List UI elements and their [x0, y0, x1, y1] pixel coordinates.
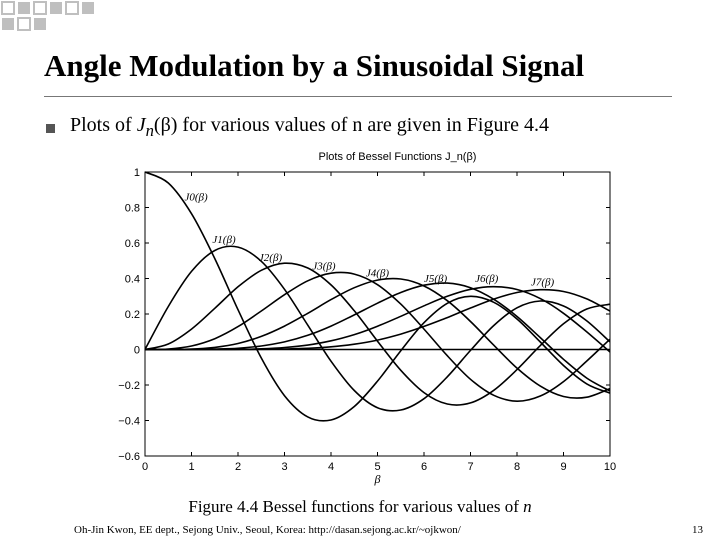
x-tick-label: 2 — [235, 461, 241, 473]
title-divider — [44, 96, 672, 97]
y-tick-label: 0.4 — [125, 274, 140, 286]
x-tick-label: 8 — [514, 461, 520, 473]
y-tick-label: −0.6 — [118, 451, 140, 463]
series-label-j0: J0(β) — [185, 191, 209, 203]
series-line-j3 — [144, 271, 611, 403]
series-label-j2: J2(β) — [259, 252, 283, 264]
series-label-j1: J1(β) — [212, 234, 236, 246]
series-label-j5: J5(β) — [424, 273, 448, 285]
bullet-text-post: for various values of n are given in Fig… — [177, 114, 549, 136]
series-label-j6: J6(β) — [475, 273, 499, 285]
caption-n: n — [523, 497, 532, 516]
bullet-beta: (β) — [153, 114, 178, 136]
page-number: 13 — [692, 524, 703, 536]
x-tick-label: 1 — [188, 461, 194, 473]
x-tick-label: 10 — [604, 461, 616, 473]
y-tick-label: 1 — [134, 167, 140, 179]
corner-decoration — [1, 1, 94, 31]
y-tick-label: 0.8 — [125, 203, 140, 215]
chart-title: Plots of Bessel Functions J_n(β) — [319, 151, 477, 163]
y-tick-label: −0.4 — [118, 416, 140, 428]
x-tick-label: 7 — [467, 461, 473, 473]
series-label-j3: J3(β) — [312, 261, 336, 273]
x-tick-label: 4 — [328, 461, 334, 473]
footer-text: Oh-Jin Kwon, EE dept., Sejong Univ., Seo… — [74, 524, 461, 536]
x-tick-label: 3 — [281, 461, 287, 473]
series-line-j7 — [145, 288, 611, 351]
bullet-marker — [46, 124, 55, 133]
bullet-n-subscript: n — [145, 121, 154, 140]
series-label-j4: J4(β) — [366, 268, 390, 280]
x-tick-label: 5 — [374, 461, 380, 473]
x-tick-label: 0 — [142, 461, 148, 473]
bullet-text-pre: Plots of — [70, 114, 137, 136]
series-line-j4 — [144, 277, 611, 399]
series-label-j7: J7(β) — [531, 277, 555, 289]
y-tick-label: 0.2 — [125, 309, 140, 321]
series-line-j0 — [144, 171, 611, 422]
x-tick-label: 9 — [560, 461, 566, 473]
bullet-text: Plots of Jn(β) for various values of n a… — [70, 114, 549, 141]
slide-title: Angle Modulation by a Sinusoidal Signal — [44, 48, 585, 83]
x-axis-label: β — [374, 472, 381, 486]
bullet-j-symbol: J — [136, 114, 146, 136]
plot-frame — [144, 171, 611, 457]
series-line-j1 — [144, 245, 611, 412]
bessel-chart: Plots of Bessel Functions J_n(β) 0 1 2 3 4 5 6 7… — [118, 151, 616, 486]
series-line-j2 — [144, 262, 611, 406]
caption-text: Figure 4.4 Bessel functions for various … — [188, 497, 524, 516]
y-tick-label: −0.2 — [118, 380, 140, 392]
figure-caption: Figure 4.4 Bessel functions for various … — [0, 497, 720, 517]
y-tick-label: 0 — [134, 345, 140, 357]
x-tick-label: 6 — [421, 461, 427, 473]
y-tick-label: 0.6 — [125, 238, 140, 250]
